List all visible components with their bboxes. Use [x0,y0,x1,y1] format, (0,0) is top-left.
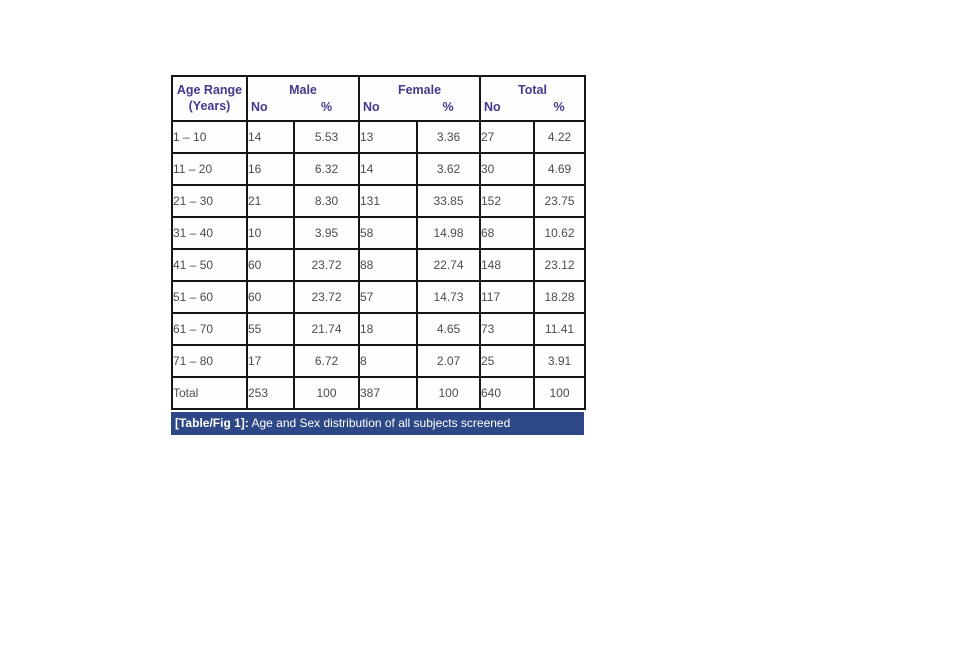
total-no-cell: 30 [479,152,535,186]
male-pct-cell: 23.72 [293,280,360,314]
male-no-cell: 16 [246,152,295,186]
total-no-cell: 152 [479,184,535,218]
total-pct-cell: 3.91 [533,344,586,378]
male-header: Male No % [246,75,360,122]
table-row: 11 – 20 16 6.32 14 3.62 30 4.69 [171,152,586,186]
male-no-cell: 60 [246,248,295,282]
table-caption-label: [Table/Fig 1]: [175,416,249,430]
total-header: Total No % [479,75,586,122]
female-pct-header: % [442,99,454,114]
table-total-row: Total 253 100 387 100 640 100 [171,376,586,410]
age-range-cell: 71 – 80 [171,344,248,378]
male-pct-cell: 5.53 [293,120,360,154]
male-no-cell: 21 [246,184,295,218]
total-subheader: No % [482,99,583,115]
age-range-cell: 51 – 60 [171,280,248,314]
total-pct-cell: 10.62 [533,216,586,250]
age-range-header: Age Range (Years) [171,75,248,122]
age-range-header-line1: Age Range [176,82,243,97]
male-no-cell: 17 [246,344,295,378]
female-pct-cell: 3.36 [416,120,481,154]
age-range-cell: 61 – 70 [171,312,248,346]
total-no-cell: 68 [479,216,535,250]
total-no-cell: 73 [479,312,535,346]
table-figure: Age Range (Years) Male No % Female No [171,75,586,435]
age-sex-table: Age Range (Years) Male No % Female No [171,75,586,410]
female-pct-cell: 33.85 [416,184,481,218]
age-range-cell: 1 – 10 [171,120,248,154]
total-row-label: Total [171,376,248,410]
age-range-cell: 11 – 20 [171,152,248,186]
table-caption-text: Age and Sex distribution of all subjects… [248,416,511,430]
male-pct-cell: 6.32 [293,152,360,186]
female-no-cell: 131 [358,184,418,218]
table-row: 71 – 80 17 6.72 8 2.07 25 3.91 [171,344,586,378]
total-pct-cell: 18.28 [533,280,586,314]
total-no-cell: 148 [479,248,535,282]
table-caption: [Table/Fig 1]: Age and Sex distribution … [171,412,584,435]
male-no-cell: 55 [246,312,295,346]
total-header-label: Total [518,82,547,97]
female-no-cell: 8 [358,344,418,378]
female-no-cell: 13 [358,120,418,154]
male-no-header: No [251,99,268,114]
table-row: 51 – 60 60 23.72 57 14.73 117 18.28 [171,280,586,314]
male-subheader: No % [249,99,357,115]
male-no-cell: 10 [246,216,295,250]
female-no-header: No [363,99,380,114]
female-header: Female No % [358,75,481,122]
female-pct-cell: 3.62 [416,152,481,186]
female-no-cell: 18 [358,312,418,346]
female-pct-cell: 2.07 [416,344,481,378]
male-pct-total: 100 [293,376,360,410]
age-range-cell: 21 – 30 [171,184,248,218]
female-subheader: No % [361,99,478,115]
total-pct-cell: 4.69 [533,152,586,186]
age-range-header-line2: (Years) [188,98,231,113]
table-row: 31 – 40 10 3.95 58 14.98 68 10.62 [171,216,586,250]
total-no-cell: 117 [479,280,535,314]
female-pct-cell: 14.98 [416,216,481,250]
total-no-cell: 27 [479,120,535,154]
male-pct-cell: 23.72 [293,248,360,282]
total-pct-cell: 23.12 [533,248,586,282]
female-pct-cell: 4.65 [416,312,481,346]
table-row: 61 – 70 55 21.74 18 4.65 73 11.41 [171,312,586,346]
female-no-cell: 88 [358,248,418,282]
male-header-label: Male [289,82,317,97]
male-no-total: 253 [246,376,295,410]
male-pct-cell: 6.72 [293,344,360,378]
total-pct-cell: 4.22 [533,120,586,154]
female-pct-cell: 22.74 [416,248,481,282]
table-row: 1 – 10 14 5.53 13 3.36 27 4.22 [171,120,586,154]
male-no-cell: 60 [246,280,295,314]
female-pct-total: 100 [416,376,481,410]
age-range-cell: 41 – 50 [171,248,248,282]
female-no-cell: 57 [358,280,418,314]
header-row: Age Range (Years) Male No % Female No [171,75,586,122]
total-pct-header: % [553,99,565,114]
total-pct-total: 100 [533,376,586,410]
table-row: 41 – 50 60 23.72 88 22.74 148 23.12 [171,248,586,282]
male-pct-cell: 21.74 [293,312,360,346]
male-pct-cell: 3.95 [293,216,360,250]
table-row: 21 – 30 21 8.30 131 33.85 152 23.75 [171,184,586,218]
male-pct-cell: 8.30 [293,184,360,218]
female-pct-cell: 14.73 [416,280,481,314]
total-no-total: 640 [479,376,535,410]
total-no-header: No [484,99,501,114]
total-pct-cell: 11.41 [533,312,586,346]
female-no-cell: 58 [358,216,418,250]
total-pct-cell: 23.75 [533,184,586,218]
female-no-cell: 14 [358,152,418,186]
male-pct-header: % [320,99,333,114]
age-range-cell: 31 – 40 [171,216,248,250]
total-no-cell: 25 [479,344,535,378]
female-header-label: Female [397,82,442,97]
female-no-total: 387 [358,376,418,410]
male-no-cell: 14 [246,120,295,154]
